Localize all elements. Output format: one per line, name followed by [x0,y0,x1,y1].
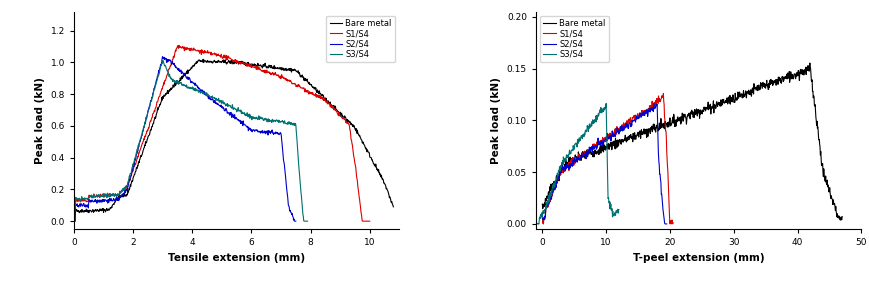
S3/S4 [580,128,590,132]
S2/S4 [217,105,228,109]
Bare metal [764,79,774,83]
S2/S4 [236,122,247,125]
S3/S4 [69,206,79,210]
Bare metal [69,209,79,212]
S2/S4 [69,220,79,223]
S1/S4 [335,114,346,118]
S1/S4 [364,220,375,223]
S3/S4 [581,128,592,131]
S3/S4 [530,222,541,226]
S3/S4 [207,95,217,98]
S3/S4 [530,222,541,226]
S3/S4 [302,220,313,223]
S2/S4 [613,128,623,131]
Y-axis label: Peak load (kN): Peak load (kN) [35,77,45,164]
Bare metal [83,211,94,214]
S3/S4 [600,115,611,118]
S3/S4 [531,222,541,226]
S1/S4 [662,179,673,183]
Line: S2/S4: S2/S4 [74,57,295,221]
S3/S4 [225,104,235,107]
Legend: Bare metal, S1/S4, S2/S4, S3/S4: Bare metal, S1/S4, S2/S4, S3/S4 [326,16,395,62]
S1/S4 [163,71,173,75]
S3/S4 [175,81,185,85]
Line: S2/S4: S2/S4 [541,103,666,224]
Bare metal [804,61,814,65]
S1/S4 [69,220,79,223]
S2/S4 [659,222,669,226]
Bare metal [719,102,729,105]
S2/S4 [660,222,671,226]
S3/S4 [245,113,255,117]
Bare metal [263,66,274,70]
Line: Bare metal: Bare metal [74,59,393,213]
S2/S4 [126,173,136,176]
S1/S4 [614,126,625,130]
S3/S4 [110,192,121,195]
S3/S4 [580,129,590,132]
X-axis label: Tensile extension (mm): Tensile extension (mm) [168,253,305,263]
S1/S4 [538,222,548,226]
S1/S4 [300,90,310,94]
S3/S4 [129,161,139,164]
S2/S4 [109,197,119,200]
S1/S4 [174,44,184,47]
S1/S4 [607,133,617,136]
Bare metal [555,173,566,176]
S2/S4 [641,109,652,112]
S1/S4 [263,71,274,74]
S1/S4 [657,92,667,95]
S1/S4 [597,138,607,142]
S2/S4 [610,131,620,135]
S2/S4 [290,220,301,223]
Bare metal [89,209,99,212]
S1/S4 [572,159,582,162]
Line: S1/S4: S1/S4 [74,46,369,221]
S2/S4 [169,64,180,67]
Legend: Bare metal, S1/S4, S2/S4, S3/S4: Bare metal, S1/S4, S2/S4, S3/S4 [540,16,608,62]
Bare metal [727,96,738,99]
Y-axis label: Peak load (kN): Peak load (kN) [491,77,501,164]
Bare metal [794,68,805,71]
Bare metal [311,91,322,94]
S3/S4 [600,102,611,105]
X-axis label: T-peel extension (mm): T-peel extension (mm) [632,253,764,263]
Bare metal [273,66,283,70]
Bare metal [836,215,846,218]
S2/S4 [536,216,547,220]
Line: S3/S4: S3/S4 [535,104,618,224]
Line: Bare metal: Bare metal [541,63,841,220]
S2/S4 [537,217,547,220]
Line: S1/S4: S1/S4 [541,94,673,224]
Bare metal [711,101,721,104]
Bare metal [255,63,265,67]
S1/S4 [152,100,163,104]
S1/S4 [667,221,678,224]
Bare metal [388,205,398,209]
S2/S4 [610,131,620,134]
S1/S4 [666,218,676,222]
S2/S4 [649,105,660,109]
S2/S4 [648,101,659,105]
Line: S3/S4: S3/S4 [74,60,308,221]
S1/S4 [69,219,79,222]
S3/S4 [157,59,168,62]
S2/S4 [69,219,79,222]
S3/S4 [613,208,623,211]
S1/S4 [536,214,547,218]
Bare metal [197,57,208,61]
Bare metal [536,202,547,206]
S3/S4 [299,220,309,223]
Bare metal [344,121,355,125]
S2/S4 [200,93,210,97]
Bare metal [834,218,845,222]
S3/S4 [606,208,616,211]
S2/S4 [157,55,168,59]
S1/S4 [142,129,152,133]
